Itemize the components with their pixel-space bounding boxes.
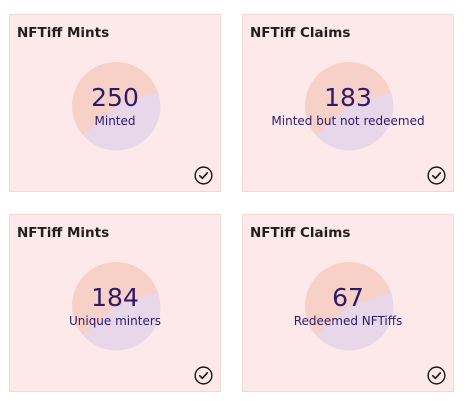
check-circle-icon [427, 366, 446, 385]
donut-chart [71, 261, 161, 351]
donut-chart [71, 61, 161, 151]
metric-card-nftiff-mints: NFTiff Mints 184 Unique minters [9, 214, 221, 392]
metric-card-nftiff-claims: NFTiff Claims 183 Minted but not redeeme… [242, 14, 454, 192]
metric-card-nftiff-mints: NFTiff Mints 250 Minted [9, 14, 221, 192]
metric-value: 183 [324, 83, 372, 112]
check-circle-icon [194, 366, 213, 385]
donut-chart [304, 261, 394, 351]
metric-label: Minted [94, 114, 136, 128]
metric-label: Minted but not redeemed [271, 114, 425, 128]
card-title: NFTiff Mints [17, 25, 110, 41]
card-title: NFTiff Claims [250, 25, 351, 41]
metric-value: 250 [91, 83, 139, 112]
metric-value: 67 [332, 283, 364, 312]
check-circle-icon [194, 166, 213, 185]
metric-label: Redeemed NFTiffs [293, 314, 403, 328]
metric-card-nftiff-claims: NFTiff Claims 67 Redeemed NFTiffs [242, 214, 454, 392]
donut-chart [304, 61, 394, 151]
card-title: NFTiff Mints [17, 225, 110, 241]
metric-value: 184 [91, 283, 139, 312]
card-title: NFTiff Claims [250, 225, 351, 241]
check-circle-icon [427, 166, 446, 185]
metric-label: Unique minters [68, 314, 162, 328]
